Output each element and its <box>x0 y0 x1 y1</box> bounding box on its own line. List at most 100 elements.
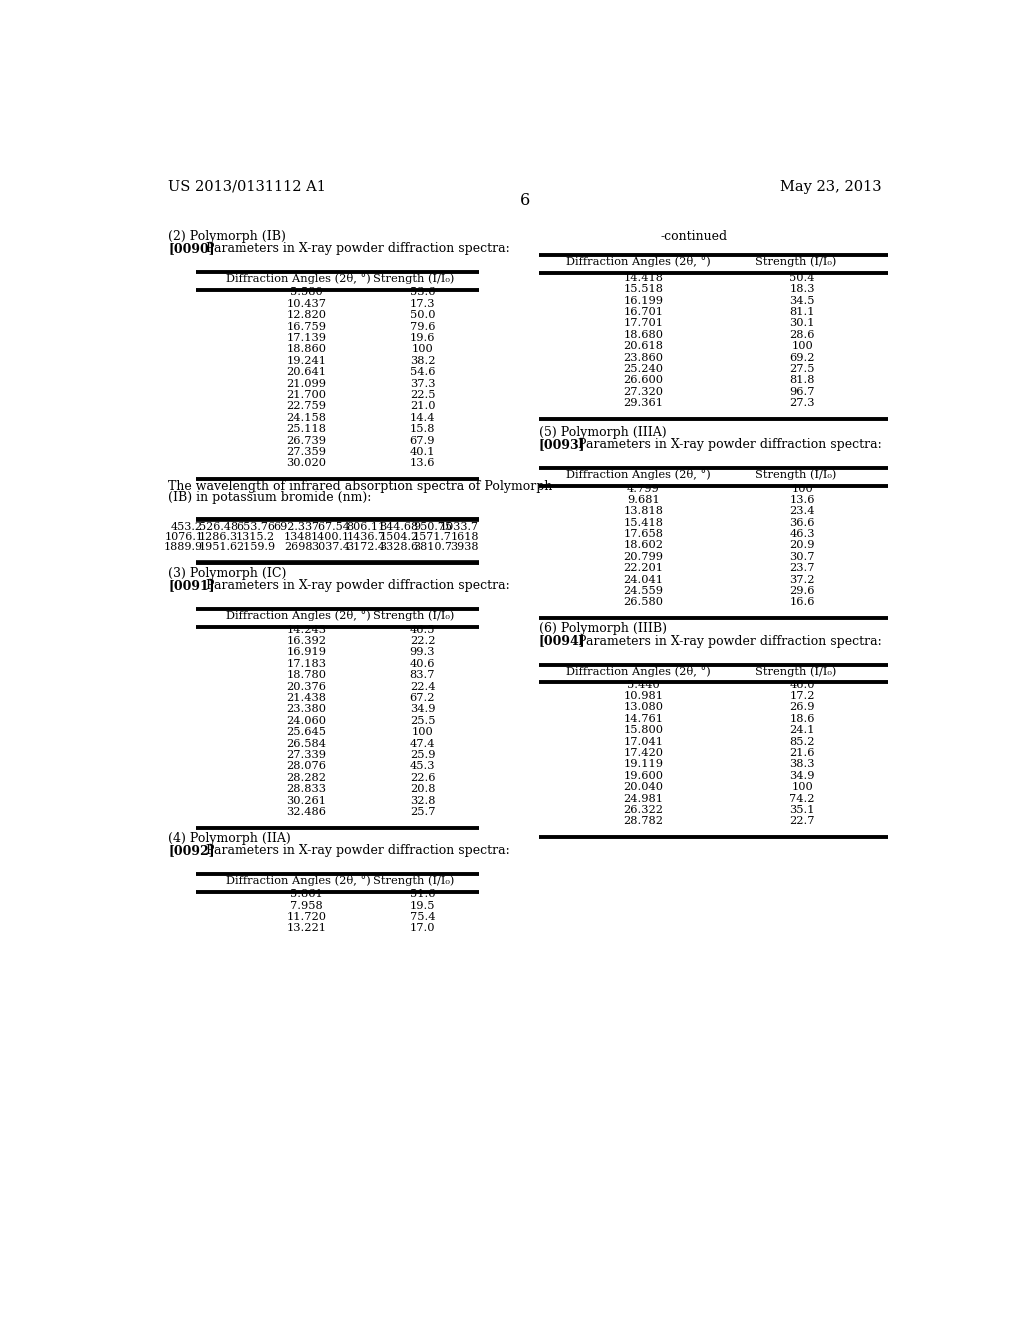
Text: 23.4: 23.4 <box>790 507 815 516</box>
Text: 100: 100 <box>792 341 813 351</box>
Text: 20.8: 20.8 <box>410 784 435 795</box>
Text: 51.6: 51.6 <box>410 890 435 899</box>
Text: 20.040: 20.040 <box>624 783 664 792</box>
Text: 9.681: 9.681 <box>627 495 659 504</box>
Text: US 2013/0131112 A1: US 2013/0131112 A1 <box>168 180 327 194</box>
Text: 22.2: 22.2 <box>410 636 435 645</box>
Text: 100: 100 <box>412 727 433 737</box>
Text: 950.75: 950.75 <box>413 523 452 532</box>
Text: 67.2: 67.2 <box>410 693 435 704</box>
Text: 35.1: 35.1 <box>790 805 815 814</box>
Text: 83.7: 83.7 <box>410 671 435 680</box>
Text: 2159.9: 2159.9 <box>237 543 275 552</box>
Text: 13.080: 13.080 <box>624 702 664 713</box>
Text: 692.33: 692.33 <box>273 523 312 532</box>
Text: 653.76: 653.76 <box>237 523 275 532</box>
Text: 19.5: 19.5 <box>410 900 435 911</box>
Text: 25.645: 25.645 <box>287 727 327 737</box>
Text: 81.8: 81.8 <box>790 375 815 385</box>
Text: 38.3: 38.3 <box>790 759 815 770</box>
Text: 14.4: 14.4 <box>410 413 435 422</box>
Text: Parameters in X-ray powder diffraction spectra:: Parameters in X-ray powder diffraction s… <box>206 843 509 857</box>
Text: 20.9: 20.9 <box>790 540 815 550</box>
Text: 16.392: 16.392 <box>287 636 327 645</box>
Text: 13.6: 13.6 <box>410 458 435 469</box>
Text: 16.759: 16.759 <box>287 322 327 331</box>
Text: 15.518: 15.518 <box>624 284 664 294</box>
Text: 17.701: 17.701 <box>624 318 664 329</box>
Text: 23.7: 23.7 <box>790 564 815 573</box>
Text: 46.3: 46.3 <box>790 529 815 539</box>
Text: 16.701: 16.701 <box>624 308 664 317</box>
Text: 26.9: 26.9 <box>790 702 815 713</box>
Text: 1076.1: 1076.1 <box>164 532 203 543</box>
Text: 3810.7: 3810.7 <box>413 543 452 552</box>
Text: 1571.7: 1571.7 <box>413 532 452 543</box>
Text: 17.420: 17.420 <box>624 748 664 758</box>
Text: 20.618: 20.618 <box>624 341 664 351</box>
Text: 28.782: 28.782 <box>624 817 664 826</box>
Text: 2698: 2698 <box>284 543 312 552</box>
Text: 29.361: 29.361 <box>624 399 664 408</box>
Text: 100: 100 <box>412 345 433 355</box>
Text: Strength (I/I₀): Strength (I/I₀) <box>373 875 454 886</box>
Text: 26.584: 26.584 <box>287 738 327 748</box>
Text: 36.6: 36.6 <box>790 517 815 528</box>
Text: Diffraction Angles (2θ, °): Diffraction Angles (2θ, °) <box>565 665 711 677</box>
Text: Strength (I/I₀): Strength (I/I₀) <box>756 257 837 268</box>
Text: 81.1: 81.1 <box>790 308 815 317</box>
Text: 85.2: 85.2 <box>790 737 815 747</box>
Text: 19.241: 19.241 <box>287 356 327 366</box>
Text: 22.759: 22.759 <box>287 401 327 412</box>
Text: 1400.1: 1400.1 <box>310 532 349 543</box>
Text: 30.7: 30.7 <box>790 552 815 562</box>
Text: The wavelength of infrared absorption spectra of Polymorph: The wavelength of infrared absorption sp… <box>168 480 553 494</box>
Text: 5.861: 5.861 <box>290 890 323 899</box>
Text: 1348: 1348 <box>284 532 312 543</box>
Text: 15.418: 15.418 <box>624 517 664 528</box>
Text: 1286.3: 1286.3 <box>199 532 238 543</box>
Text: 25.5: 25.5 <box>410 715 435 726</box>
Text: 100: 100 <box>792 483 813 494</box>
Text: Parameters in X-ray powder diffraction spectra:: Parameters in X-ray powder diffraction s… <box>578 635 882 648</box>
Text: 1033.7: 1033.7 <box>440 523 479 532</box>
Text: 17.2: 17.2 <box>790 692 815 701</box>
Text: 6: 6 <box>519 191 530 209</box>
Text: 38.2: 38.2 <box>410 356 435 366</box>
Text: 20.376: 20.376 <box>287 681 327 692</box>
Text: 24.158: 24.158 <box>287 413 327 422</box>
Text: 26.739: 26.739 <box>287 436 327 446</box>
Text: 54.6: 54.6 <box>410 367 435 378</box>
Text: Parameters in X-ray powder diffraction spectra:: Parameters in X-ray powder diffraction s… <box>206 579 509 593</box>
Text: 7.958: 7.958 <box>290 900 323 911</box>
Text: 17.3: 17.3 <box>410 298 435 309</box>
Text: 526.48: 526.48 <box>199 523 238 532</box>
Text: (IB) in potassium bromide (nm):: (IB) in potassium bromide (nm): <box>168 491 372 504</box>
Text: Strength (I/I₀): Strength (I/I₀) <box>373 273 454 284</box>
Text: 26.600: 26.600 <box>624 375 664 385</box>
Text: 69.2: 69.2 <box>790 352 815 363</box>
Text: 5.580: 5.580 <box>290 288 323 297</box>
Text: 5.440: 5.440 <box>627 680 659 689</box>
Text: 1436.7: 1436.7 <box>346 532 385 543</box>
Text: 25.7: 25.7 <box>410 807 435 817</box>
Text: 11.720: 11.720 <box>287 912 327 921</box>
Text: 24.041: 24.041 <box>624 574 664 585</box>
Text: 30.020: 30.020 <box>287 458 327 469</box>
Text: 46.0: 46.0 <box>790 680 815 689</box>
Text: 16.199: 16.199 <box>624 296 664 306</box>
Text: -continued: -continued <box>660 230 727 243</box>
Text: Diffraction Angles (2θ, °): Diffraction Angles (2θ, °) <box>565 470 711 480</box>
Text: 1951.6: 1951.6 <box>199 543 238 552</box>
Text: 1618: 1618 <box>451 532 479 543</box>
Text: 17.139: 17.139 <box>287 333 327 343</box>
Text: 34.9: 34.9 <box>790 771 815 781</box>
Text: 19.6: 19.6 <box>410 333 435 343</box>
Text: 20.641: 20.641 <box>287 367 327 378</box>
Text: 50.4: 50.4 <box>790 273 815 282</box>
Text: 28.076: 28.076 <box>287 762 327 771</box>
Text: 26.580: 26.580 <box>624 598 664 607</box>
Text: 844.68: 844.68 <box>380 523 419 532</box>
Text: 30.261: 30.261 <box>287 796 327 805</box>
Text: 13.818: 13.818 <box>624 507 664 516</box>
